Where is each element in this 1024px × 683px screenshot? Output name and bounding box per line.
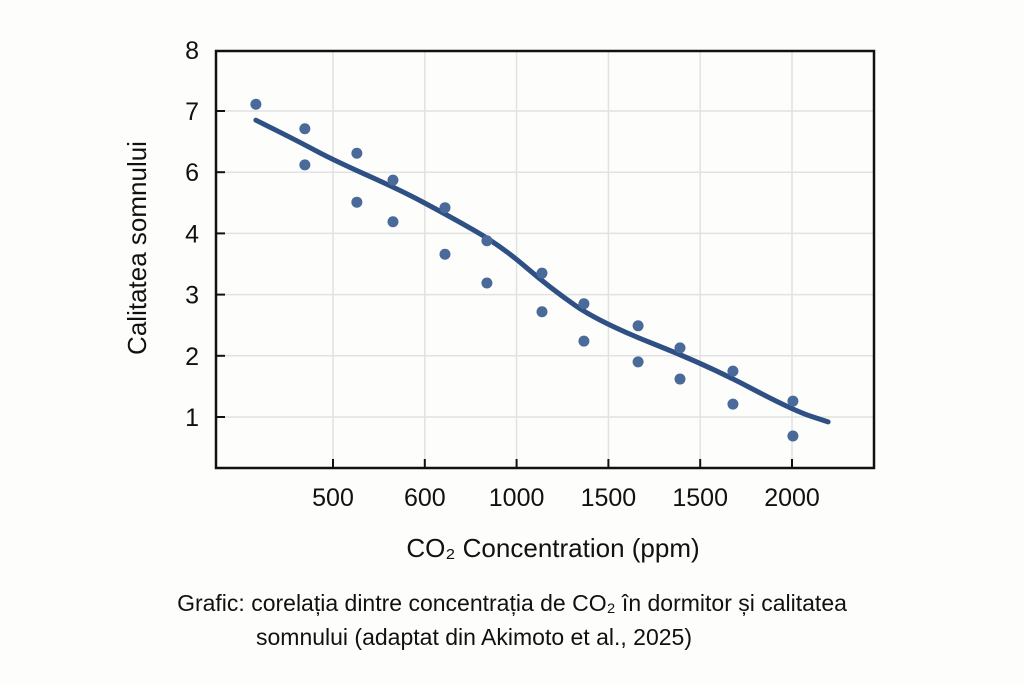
data-point — [439, 248, 451, 260]
x-tick-label: 600 — [404, 484, 446, 512]
data-point — [632, 356, 644, 368]
data-point — [351, 147, 363, 159]
y-tick-label: 1 — [185, 404, 199, 432]
y-tick-label: 4 — [185, 220, 199, 248]
trend-line — [253, 117, 831, 425]
x-tick-label: 1000 — [489, 484, 545, 512]
y-tick-label: 7 — [185, 98, 199, 126]
data-point — [727, 398, 739, 410]
data-point — [632, 320, 644, 332]
figure-caption-line-1: Grafic: corelația dintre concentrația de… — [177, 590, 847, 616]
data-point — [787, 395, 799, 407]
data-point — [387, 216, 399, 228]
y-tick-label: 6 — [185, 159, 199, 187]
y-tick-label: 8 — [185, 37, 199, 65]
data-point — [727, 365, 739, 377]
x-axis-title: CO₂ Concentration (ppm) — [406, 533, 699, 563]
data-points — [250, 98, 799, 442]
data-point — [674, 373, 686, 385]
x-tick-labels: 500 600 1000 1500 1500 2000 — [312, 484, 820, 512]
y-tick-label: 2 — [185, 343, 199, 371]
data-point — [299, 159, 311, 171]
data-point — [250, 98, 262, 110]
y-tick-labels: 1 2 3 4 6 7 8 — [185, 37, 199, 432]
plot-frame — [214, 49, 876, 470]
x-tick-label: 1500 — [672, 484, 728, 512]
x-tick-label: 500 — [312, 484, 354, 512]
figure-caption-line-2: somnului (adaptat din Akimoto et al., 20… — [256, 624, 692, 650]
x-tick-label: 2000 — [764, 484, 820, 512]
data-point — [536, 267, 548, 279]
data-point — [481, 277, 493, 289]
data-point — [439, 202, 451, 214]
data-point — [299, 123, 311, 135]
data-point — [787, 430, 799, 442]
data-point — [578, 298, 590, 310]
data-point — [351, 196, 363, 208]
data-point — [481, 235, 493, 247]
data-point — [387, 174, 399, 186]
y-axis-title: Calitatea somnului — [122, 141, 152, 355]
x-tick-label: 1500 — [581, 484, 637, 512]
data-point — [674, 342, 686, 354]
axis-ticks — [216, 110, 793, 468]
grid — [216, 51, 874, 468]
data-point — [578, 335, 590, 347]
y-tick-label: 3 — [185, 282, 199, 310]
data-point — [536, 306, 548, 318]
